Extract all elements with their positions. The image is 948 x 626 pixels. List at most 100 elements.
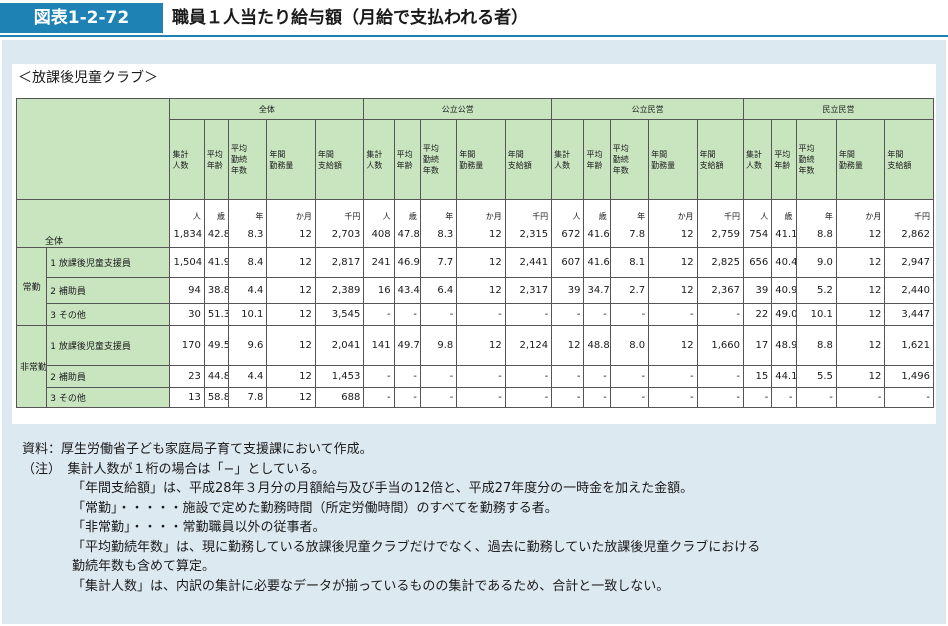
value-cell: 408 [363,221,395,248]
figure-header: 図表1-2-72 職員１人当たり給与額（月給で支払われる者） [0,0,948,37]
value-cell: 16 [363,277,395,304]
value-cell: 39 [551,277,585,304]
value-cell: 5.2 [795,277,837,304]
column-header-line: 年数 [231,166,248,175]
value-cell: 12 [835,325,886,366]
value-cell: 607 [551,247,585,278]
column-header: 平均 年齢 [583,119,611,200]
column-header-line: 平均 [774,149,791,159]
value-cell: 41.9 [203,247,230,278]
value-cell: 34.7 [583,277,611,304]
value-cell: 12 [835,303,886,326]
unit-cell: 歳 [771,199,797,222]
column-header-line: 年齢 [586,160,603,170]
row-label-category: 常勤 [15,247,48,326]
column-header-line: 年齢 [396,160,413,170]
table-subtitle: ＜放課後児童クラブ＞ [18,70,158,86]
column-header-line: 人数 [172,160,189,170]
column-header-line: 年数 [422,166,439,175]
value-cell: 41.6 [583,247,611,278]
column-header-line: 集計 [554,149,571,159]
column-header-line: 支給額 [317,160,342,170]
column-header: 年間 支給額 [696,119,745,200]
column-header: 年間 支給額 [884,119,934,200]
column-header-line: 集計 [172,149,189,159]
value-cell: 8.8 [795,325,837,366]
value-cell: 7.8 [228,387,268,408]
column-header: 年間 支給額 [504,119,553,200]
value-cell: - [696,303,745,326]
value-cell: - [609,387,650,408]
value-cell: - [583,303,611,326]
column-header-line: 年齢 [206,160,223,170]
value-cell: - [609,303,650,326]
value-cell: - [551,387,585,408]
value-cell: 12 [456,325,506,366]
column-header-line: 平均 [231,144,248,153]
column-header-line: 勤務量 [459,160,484,170]
group-header: 全体 [169,98,365,120]
column-header-line: 年数 [612,166,629,175]
value-cell: 1,496 [884,365,934,388]
note-head: （注） 集計人数が１桁の場合は「−」としている。 [22,461,326,477]
value-cell: 3,545 [314,303,365,326]
value-cell: - [419,365,458,388]
value-cell: - [504,303,553,326]
unit-cell: 人 [363,199,395,222]
note-line: 「年間支給額」は、平成28年３月分の月額給与及び手当の12倍と、平成27年度分の… [72,481,694,496]
column-header: 年間 勤務量 [266,119,316,200]
row-label-sub: 1 放課後児童支援員 [46,325,171,366]
row-label-sub: 3 その他 [46,387,171,408]
unit-cell: か月 [835,199,886,222]
value-cell: 241 [363,247,395,278]
value-cell: 6.4 [419,277,458,304]
value-cell: - [363,365,395,388]
unit-cell: 年 [228,199,268,222]
table-row: 3 その他 30 51.3 10.1 12 3,545- - - - - - - - - -22 49.0 10… [17,303,934,326]
value-cell: 2,315 [504,221,553,248]
column-header-line: 支給額 [699,160,724,170]
row-label-sub: 3 その他 [46,303,171,326]
value-cell: 141 [363,325,395,366]
unit-cell: 年 [795,199,837,222]
column-header-line: 勤続 [798,155,815,164]
value-cell: - [884,387,934,408]
value-cell: 12 [266,365,316,388]
column-header: 平均 勤続 年数 [228,119,268,200]
value-cell: 2,862 [884,221,934,248]
value-cell: 688 [314,387,365,408]
value-cell: 30 [169,303,205,326]
value-cell: 12 [835,221,886,248]
value-cell: 2,825 [696,247,745,278]
unit-cell: か月 [266,199,316,222]
column-header-line: 勤務量 [838,160,863,170]
column-header-line: 平均 [612,144,629,153]
value-cell: 9.0 [795,247,837,278]
column-header: 年間 勤務量 [648,119,698,200]
value-cell: - [648,303,698,326]
value-cell: - [504,365,553,388]
value-cell: - [419,303,458,326]
value-cell: 656 [743,247,773,278]
value-cell: 22 [743,303,773,326]
column-header: 年間 支給額 [314,119,365,200]
column-header-line: 支給額 [887,160,912,170]
figure-label: 図表1-2-72 [0,3,163,33]
value-cell: 58.8 [203,387,230,408]
value-cell: - [648,387,698,408]
value-cell: 49.0 [771,303,797,326]
column-header: 平均 勤続 年数 [795,119,837,200]
value-cell: 4.4 [228,277,268,304]
column-header-line: 年数 [798,166,815,175]
unit-cell: 千円 [884,199,934,222]
column-header-line: 年間 [651,149,668,159]
value-cell: 2,817 [314,247,365,278]
group-header: 公立公営 [363,98,553,120]
value-cell: 1,660 [696,325,745,366]
column-header-line: 年間 [317,149,334,159]
value-cell: 51.3 [203,303,230,326]
value-cell: - [609,365,650,388]
note-line: 「平均勤続年数」は、現に勤務している放課後児童クラブだけでなく、過去に勤務してい… [72,539,761,555]
value-cell: 12 [456,277,506,304]
value-cell: - [504,387,553,408]
